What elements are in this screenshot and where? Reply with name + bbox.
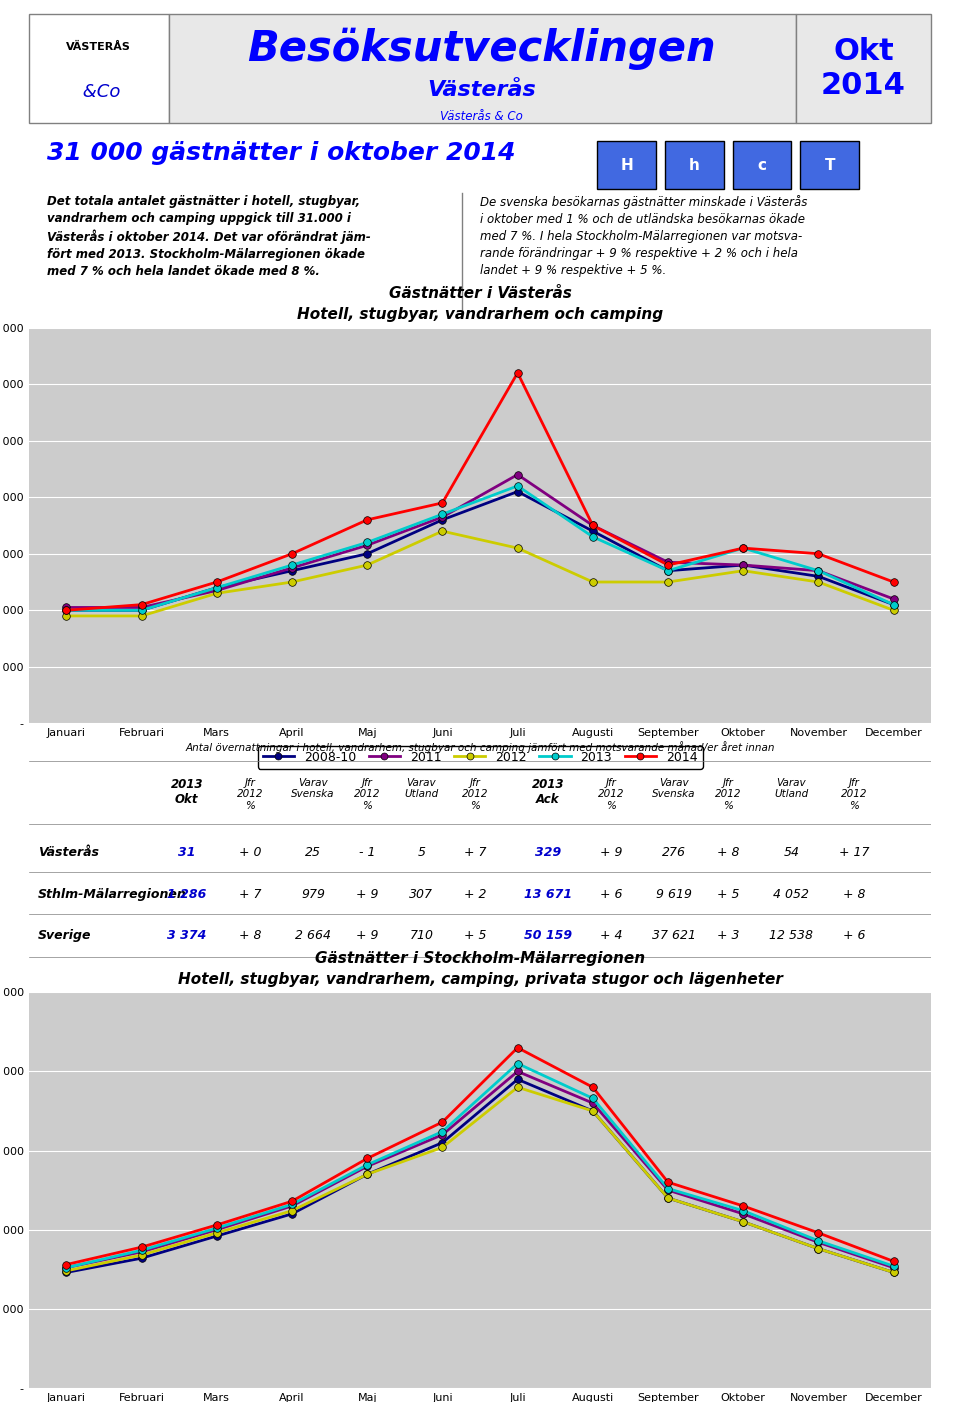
Text: Sthlm-Mälarregionen: Sthlm-Mälarregionen [37, 887, 186, 900]
Text: Jfr
2012
%: Jfr 2012 % [354, 778, 380, 810]
Text: T: T [825, 157, 835, 172]
Text: Jfr
2012
%: Jfr 2012 % [236, 778, 263, 810]
Bar [665, 142, 724, 189]
Text: 37 621: 37 621 [652, 930, 696, 942]
Text: + 2: + 2 [465, 887, 487, 900]
Text: Varav
Utland: Varav Utland [404, 778, 439, 799]
Text: 31 000 gästnätter i oktober 2014: 31 000 gästnätter i oktober 2014 [47, 142, 516, 165]
Text: + 8: + 8 [843, 887, 866, 900]
Text: + 7: + 7 [465, 847, 487, 859]
Text: 276: 276 [662, 847, 686, 859]
Text: + 0: + 0 [239, 847, 261, 859]
Text: 2013
Ack: 2013 Ack [532, 778, 564, 806]
Text: Jfr
2012
%: Jfr 2012 % [462, 778, 489, 810]
Text: 54: 54 [783, 847, 800, 859]
Text: H: H [620, 157, 633, 172]
Text: 50 159: 50 159 [523, 930, 572, 942]
Title: Gästnätter i Västerås
Hotell, stugbyar, vandrarhem och camping: Gästnätter i Västerås Hotell, stugbyar, … [297, 286, 663, 322]
Text: + 8: + 8 [717, 847, 739, 859]
Text: VÄSTERÅS: VÄSTERÅS [66, 42, 131, 52]
Text: 329: 329 [535, 847, 561, 859]
Title: Gästnätter i Stockholm-Mälarregionen
Hotell, stugbyar, vandrarhem, camping, priv: Gästnätter i Stockholm-Mälarregionen Hot… [178, 951, 782, 987]
Text: Västerås: Västerås [37, 847, 99, 859]
Text: Antal övernattningar i hotell, vandrarhem, stugbyar och camping jämfört med mots: Antal övernattningar i hotell, vandrarhe… [185, 742, 775, 753]
Text: De svenska besökarnas gästnätter minskade i Västerås
i oktober med 1 % och de ut: De svenska besökarnas gästnätter minskad… [480, 195, 807, 276]
Text: Varav
Utland: Varav Utland [774, 778, 808, 799]
Bar [732, 142, 791, 189]
Text: &Co: &Co [77, 83, 120, 101]
Text: Varav
Svenska: Varav Svenska [291, 778, 335, 799]
Text: 9 619: 9 619 [656, 887, 692, 900]
Text: 31: 31 [178, 847, 196, 859]
Text: + 6: + 6 [843, 930, 866, 942]
Text: 979: 979 [301, 887, 325, 900]
Text: 1 286: 1 286 [167, 887, 206, 900]
Text: + 9: + 9 [356, 887, 378, 900]
Text: 13 671: 13 671 [523, 887, 572, 900]
Text: 2 664: 2 664 [295, 930, 331, 942]
Bar [169, 14, 796, 122]
Text: + 9: + 9 [356, 930, 378, 942]
Text: Besöksutvecklingen: Besöksutvecklingen [248, 28, 716, 70]
Text: 3 374: 3 374 [167, 930, 206, 942]
Text: Jfr
2012
%: Jfr 2012 % [597, 778, 624, 810]
Text: h: h [689, 157, 700, 172]
Text: c: c [757, 157, 766, 172]
Text: + 5: + 5 [465, 930, 487, 942]
Text: Det totala antalet gästnätter i hotell, stugbyar,
vandrarhem och camping uppgick: Det totala antalet gästnätter i hotell, … [47, 195, 371, 278]
Text: + 7: + 7 [239, 887, 261, 900]
Text: Sverige: Sverige [37, 930, 91, 942]
Text: Västerås & Co: Västerås & Co [441, 109, 523, 122]
Text: 4 052: 4 052 [774, 887, 809, 900]
Text: Västerås: Västerås [427, 80, 537, 100]
Text: 2013
Okt: 2013 Okt [171, 778, 203, 806]
Bar [801, 142, 859, 189]
Text: 12 538: 12 538 [769, 930, 813, 942]
Bar [597, 142, 656, 189]
Legend: 2008-10, 2011, 2012, 2013, 2014: 2008-10, 2011, 2012, 2013, 2014 [257, 746, 703, 768]
Text: + 4: + 4 [600, 930, 622, 942]
Text: - 1: - 1 [359, 847, 375, 859]
Text: + 5: + 5 [717, 887, 739, 900]
Text: 710: 710 [409, 930, 433, 942]
Text: Varav
Svenska: Varav Svenska [652, 778, 696, 799]
Text: + 17: + 17 [839, 847, 870, 859]
Text: 5: 5 [418, 847, 425, 859]
Text: 307: 307 [409, 887, 433, 900]
Bar [796, 14, 931, 122]
Text: + 6: + 6 [600, 887, 622, 900]
Text: Jfr
2012
%: Jfr 2012 % [715, 778, 741, 810]
Text: Jfr
2012
%: Jfr 2012 % [841, 778, 868, 810]
Text: + 9: + 9 [600, 847, 622, 859]
Text: 25: 25 [305, 847, 321, 859]
Bar [29, 14, 169, 122]
Text: + 3: + 3 [717, 930, 739, 942]
Text: + 8: + 8 [239, 930, 261, 942]
Text: Okt
2014: Okt 2014 [821, 36, 906, 100]
